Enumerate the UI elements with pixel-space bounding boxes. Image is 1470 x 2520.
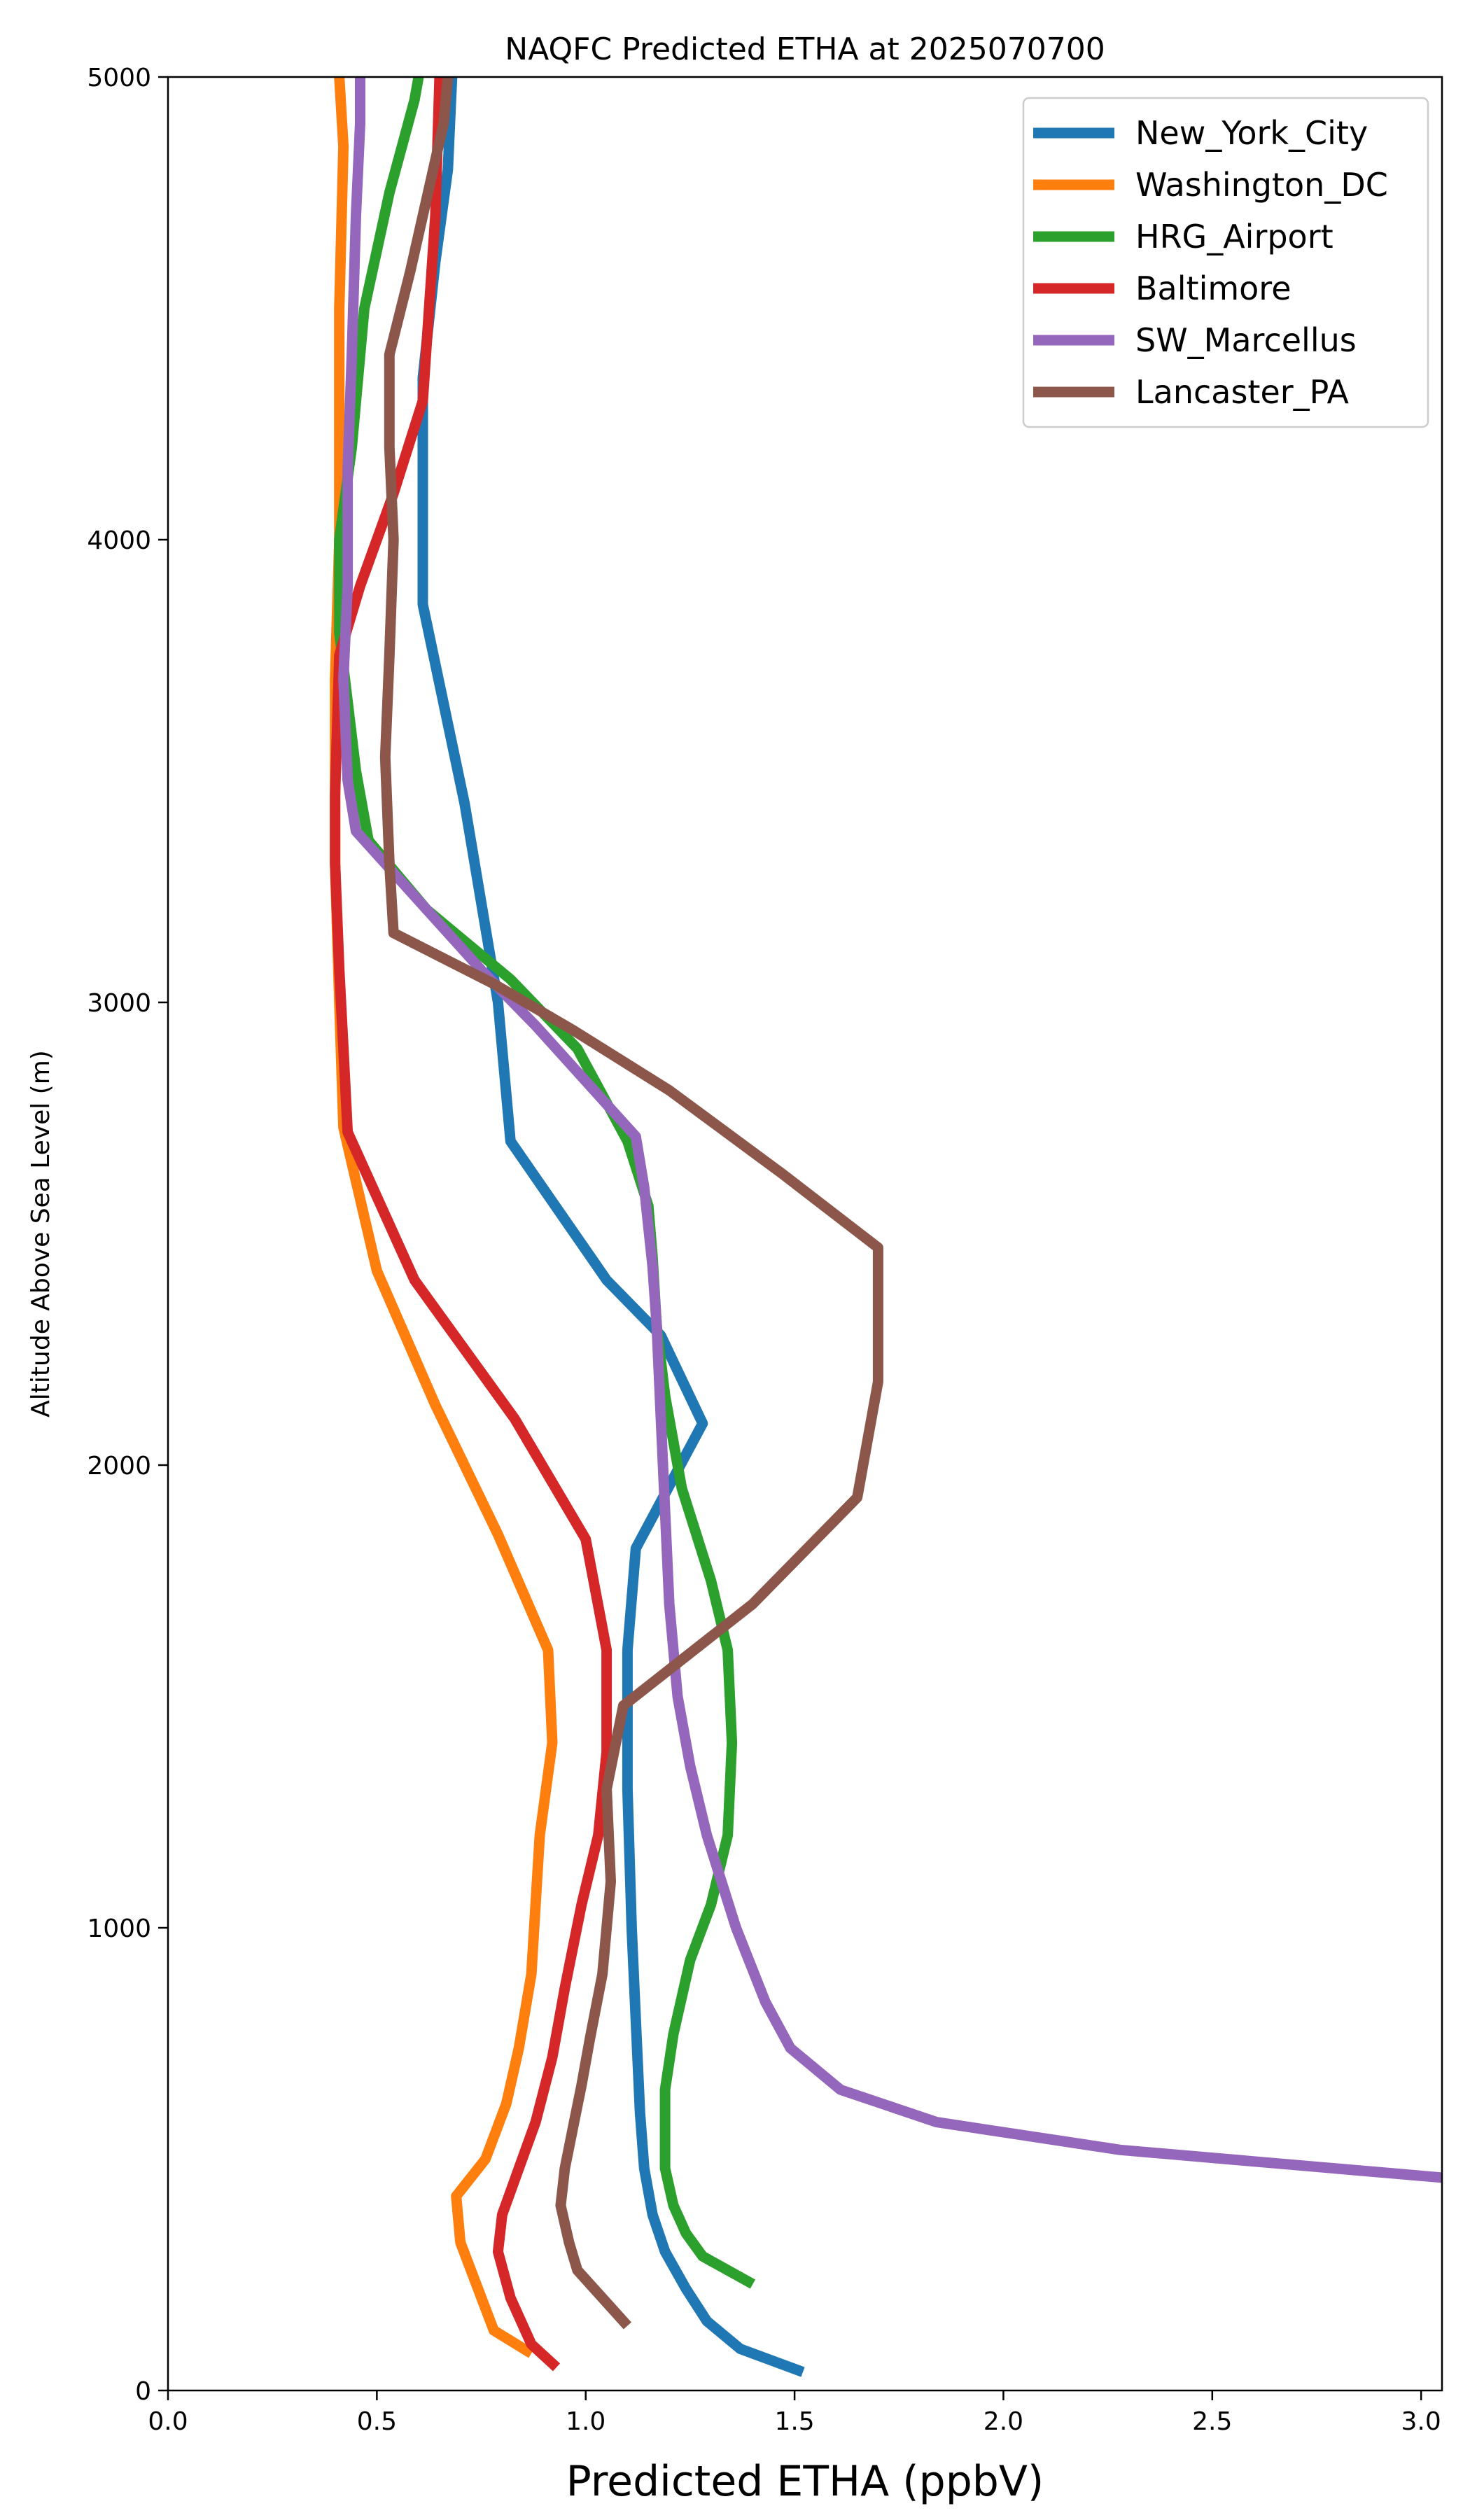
series-line-baltimore (330, 77, 612, 2372)
series-line-new-york-city (417, 77, 805, 2377)
x-tick-label: 0.0 (148, 2407, 188, 2436)
legend-label: New_York_City (1135, 114, 1368, 152)
y-tick-label: 1000 (87, 1914, 151, 1943)
series-layer (330, 77, 1442, 2377)
y-tick-label: 0 (135, 2377, 151, 2406)
y-tick-label: 3000 (87, 989, 151, 1018)
y-axis-ticks: 0 1000 2000 3000 4000 5000 (87, 64, 168, 2406)
legend-label: SW_Marcellus (1135, 321, 1357, 359)
legend-label: HRG_Airport (1135, 218, 1334, 255)
legend-label: Lancaster_PA (1135, 373, 1349, 411)
x-tick-label: 2.5 (1192, 2407, 1232, 2436)
x-tick-label: 1.5 (774, 2407, 814, 2436)
series-line-lancaster-pa (379, 77, 883, 2330)
x-tick-label: 0.5 (357, 2407, 397, 2436)
x-tick-label: 2.0 (983, 2407, 1023, 2436)
legend-label: Washington_DC (1135, 166, 1388, 204)
x-tick-label: 3.0 (1401, 2407, 1441, 2436)
legend: New_York_City Washington_DC HRG_Airport Bal… (1022, 97, 1429, 428)
series-line-sw-marcellus (338, 77, 1442, 2183)
y-tick-label: 2000 (87, 1452, 151, 1480)
legend-box (1022, 97, 1429, 428)
y-tick-label: 5000 (87, 64, 151, 92)
x-axis-label: Predicted ETHA (ppbV) (566, 2457, 1044, 2506)
plot-frame (167, 76, 1443, 2392)
x-axis-ticks: 0.0 0.5 1.0 1.5 2.0 2.5 3.0 (148, 2390, 1441, 2436)
chart-title: NAQFC Predicted ETHA at 2025070700 (505, 31, 1105, 67)
y-tick-label: 4000 (87, 526, 151, 555)
legend-label: Baltimore (1135, 270, 1292, 307)
x-tick-label: 1.0 (566, 2407, 606, 2436)
y-axis-label: Altitude Above Sea Level (m) (27, 1050, 55, 1418)
